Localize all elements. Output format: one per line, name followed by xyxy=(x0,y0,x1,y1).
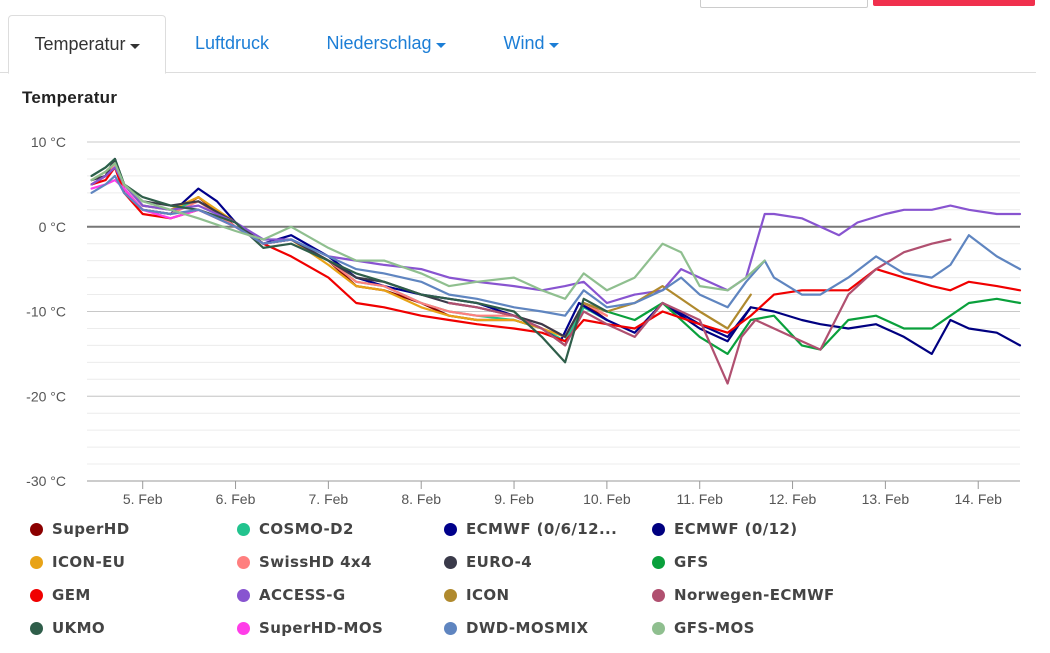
legend-item[interactable]: Norwegen-ECMWF xyxy=(652,586,835,604)
tab-bar: Temperatur Luftdruck Niederschlag Wind xyxy=(0,15,1036,74)
x-tick-label: 5. Feb xyxy=(123,491,163,507)
y-tick-label: -10 °C xyxy=(26,304,66,320)
tab-luftdruck-label: Luftdruck xyxy=(194,33,270,53)
legend-item[interactable]: ECMWF (0/12) xyxy=(652,520,798,538)
legend-dot-icon xyxy=(237,522,250,536)
legend-dot-icon xyxy=(652,621,665,635)
x-tick-label: 6. Feb xyxy=(216,491,256,507)
legend-dot-icon xyxy=(652,588,665,602)
legend-label: GFS-MOS xyxy=(674,619,755,637)
legend-item[interactable]: GFS-MOS xyxy=(652,619,755,637)
legend-label: DWD-MOSMIX xyxy=(466,619,589,637)
series-line-access-g xyxy=(90,166,1022,305)
top-button-strip xyxy=(700,0,1050,8)
legend-label: SwissHD 4x4 xyxy=(259,553,372,571)
tab-niederschlag-label: Niederschlag xyxy=(326,33,432,53)
legend-item[interactable]: ICON xyxy=(444,586,510,604)
legend-dot-icon xyxy=(30,621,43,635)
tab-wind-label: Wind xyxy=(503,33,545,53)
tab-wind[interactable]: Wind xyxy=(486,15,576,72)
tab-luftdruck[interactable]: Luftdruck xyxy=(174,15,290,72)
series-line-ecmwf-0-12 xyxy=(661,301,1022,355)
tab-niederschlag[interactable]: Niederschlag xyxy=(306,15,466,72)
x-tick-label: 7. Feb xyxy=(309,491,349,507)
chevron-down-icon xyxy=(548,42,559,48)
x-tick-label: 13. Feb xyxy=(862,491,910,507)
legend-item[interactable]: ACCESS-G xyxy=(237,586,346,604)
legend-label: ECMWF (0/12) xyxy=(674,520,798,538)
legend-dot-icon xyxy=(444,588,457,602)
y-tick-label: 10 °C xyxy=(31,134,66,150)
legend-item[interactable]: SuperHD xyxy=(30,520,130,538)
legend-dot-icon xyxy=(30,522,43,536)
x-tick-label: 10. Feb xyxy=(583,491,631,507)
series-line-ecmwf-0-6-12 xyxy=(90,157,752,343)
x-tick-label: 9. Feb xyxy=(494,491,534,507)
series-line-icon-eu xyxy=(90,162,609,338)
temperature-chart: 10 °C 0 °C -10 °C -20 °C -30 °C 5. Feb 6. Feb 7… xyxy=(26,134,1022,507)
chart-legend: SuperHD COSMO-D2 ECMWF (0/6/12... ECMWF (0/… xyxy=(30,520,1040,650)
legend-item[interactable]: COSMO-D2 xyxy=(237,520,354,538)
legend-label: COSMO-D2 xyxy=(259,520,354,538)
legend-dot-icon xyxy=(444,621,457,635)
legend-item[interactable]: SuperHD-MOS xyxy=(237,619,383,637)
series-line-cosmo-d2 xyxy=(90,157,609,343)
series-line-gfs-mos xyxy=(90,162,766,300)
legend-label: ICON-EU xyxy=(52,553,126,571)
legend-dot-icon xyxy=(237,621,250,635)
legend-label: EURO-4 xyxy=(466,553,533,571)
series-line-norwegen-ecmwf xyxy=(448,238,952,385)
top-outline-button[interactable] xyxy=(700,0,868,8)
y-tick-label: -30 °C xyxy=(26,473,66,489)
x-tick-label: 8. Feb xyxy=(401,491,441,507)
x-tick-label: 14. Feb xyxy=(954,491,1002,507)
legend-label: ICON xyxy=(466,586,510,604)
x-tick-label: 12. Feb xyxy=(769,491,817,507)
legend-label: Norwegen-ECMWF xyxy=(674,586,835,604)
legend-dot-icon xyxy=(30,555,43,569)
legend-dot-icon xyxy=(444,522,457,536)
legend-label: SuperHD xyxy=(52,520,130,538)
legend-dot-icon xyxy=(652,555,665,569)
legend-item[interactable]: UKMO xyxy=(30,619,105,637)
legend-dot-icon xyxy=(30,588,43,602)
legend-label: UKMO xyxy=(52,619,106,637)
legend-item[interactable]: DWD-MOSMIX xyxy=(444,619,589,637)
legend-item[interactable]: ECMWF (0/6/12... xyxy=(444,520,617,538)
legend-item[interactable]: SwissHD 4x4 xyxy=(237,553,372,571)
legend-item[interactable]: GEM xyxy=(30,586,91,604)
legend-dot-icon xyxy=(652,522,665,536)
y-tick-label: 0 °C xyxy=(39,219,66,235)
legend-label: SuperHD-MOS xyxy=(259,619,384,637)
chart-title: Temperatur xyxy=(22,88,118,107)
tab-temperatur-label: Temperatur xyxy=(34,34,126,54)
legend-label: GEM xyxy=(52,586,91,604)
chevron-down-icon xyxy=(435,42,446,48)
y-tick-label: -20 °C xyxy=(26,388,66,404)
legend-dot-icon xyxy=(237,555,250,569)
series-line-swisshd-4x4 xyxy=(90,162,609,338)
tab-temperatur[interactable]: Temperatur xyxy=(8,15,166,74)
chevron-down-icon xyxy=(129,43,140,49)
top-accent-button[interactable] xyxy=(873,0,1035,6)
legend-dot-icon xyxy=(444,555,457,569)
legend-label: ECMWF (0/6/12... xyxy=(466,520,618,538)
legend-item[interactable]: ICON-EU xyxy=(30,553,125,571)
x-tick-label: 11. Feb xyxy=(676,491,723,507)
legend-item[interactable]: EURO-4 xyxy=(444,553,532,571)
series-line-superhd xyxy=(90,157,609,347)
series-line-dwd-mosmix xyxy=(90,174,1022,317)
legend-label: GFS xyxy=(674,553,709,571)
legend-dot-icon xyxy=(237,588,250,602)
legend-item[interactable]: GFS xyxy=(652,553,709,571)
legend-label: ACCESS-G xyxy=(259,586,346,604)
